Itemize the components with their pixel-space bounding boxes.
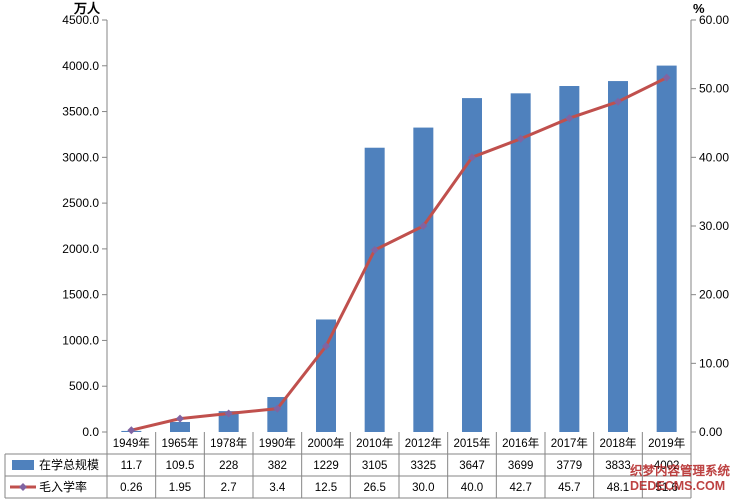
x-tick-label: 1949年 xyxy=(113,436,150,450)
table-cell-bar: 3647 xyxy=(459,460,485,472)
series-line xyxy=(130,76,668,432)
bar xyxy=(656,65,677,432)
bar xyxy=(364,147,385,432)
line-point xyxy=(565,114,574,123)
axes: 0.0 500.0 1000.0 1500.0 2000.0 2500.0 3000.0 35… xyxy=(62,1,729,439)
y-tick-label-right: 10.00 xyxy=(699,356,729,370)
y-tick-label-left: 1500.0 xyxy=(62,288,99,302)
table-cell-line: 3.4 xyxy=(269,482,286,494)
bar xyxy=(218,411,239,432)
y-tick-label-left: 3500.0 xyxy=(62,105,99,119)
line-point xyxy=(419,222,428,230)
x-tick-label: 1978年 xyxy=(210,436,247,450)
y-tick-label-right: 50.00 xyxy=(699,82,729,96)
data-table: 1949年 1965年 1978年 1990年 2000年 2010年 2012年 2015年… xyxy=(4,432,692,499)
x-tick-label: 2016年 xyxy=(502,436,539,450)
bar xyxy=(608,81,628,432)
legend-label-bar: 在学总规模 xyxy=(39,457,99,472)
y-tick-label-right: 0.00 xyxy=(699,425,723,439)
y-tick-label-left: 2000.0 xyxy=(62,242,99,256)
table-cell-line: 42.7 xyxy=(509,482,531,494)
x-tick-label: 2017年 xyxy=(551,436,588,450)
table-cell-line: 26.5 xyxy=(363,482,385,494)
table-cell-bar: 3699 xyxy=(508,460,534,472)
y-tick-label-right: 60.00 xyxy=(699,13,729,27)
y-tick-label-right: 20.00 xyxy=(699,288,729,302)
table-cell-bar: 109.5 xyxy=(166,460,195,472)
legend-marker-line xyxy=(19,483,27,491)
y-tick-label-right: 30.00 xyxy=(699,219,729,233)
y-tick-label-right: 40.00 xyxy=(699,150,729,164)
table-cell-line: 0.26 xyxy=(120,482,142,494)
y-tick-label-left: 0.0 xyxy=(82,425,99,439)
table-cell-line: 40.0 xyxy=(461,482,483,494)
bar xyxy=(316,319,336,432)
y-tick-label-left: 500.0 xyxy=(69,379,99,393)
x-tick-label: 2010年 xyxy=(356,436,393,450)
bar xyxy=(267,397,288,432)
bar xyxy=(462,98,482,432)
line-point xyxy=(516,134,525,143)
table-cell-line: 2.7 xyxy=(221,482,237,494)
table-cell-bar: 1229 xyxy=(313,460,339,472)
table-cell-line: 48.1 xyxy=(607,482,629,494)
y-axis-right-unit: % xyxy=(693,1,705,16)
line-point xyxy=(468,153,476,162)
x-tick-label: 1965年 xyxy=(161,436,198,450)
legend-swatch-bar xyxy=(12,460,34,470)
y-tick-label-left: 1000.0 xyxy=(62,333,99,347)
table-cell-bar: 228 xyxy=(219,460,238,472)
line-point xyxy=(176,414,184,423)
table-cell-bar: 11.7 xyxy=(121,460,143,472)
bar xyxy=(559,86,580,432)
x-tick-label: 2018年 xyxy=(599,436,636,450)
watermark-text: 织梦内容管理系统 xyxy=(630,463,731,478)
x-tick-label: 2015年 xyxy=(453,436,490,450)
table-cell-line: 51.6 xyxy=(655,482,677,494)
table-cell-line: 1.95 xyxy=(169,482,191,494)
y-tick-label-left: 4000.0 xyxy=(62,59,99,73)
bar xyxy=(170,421,190,432)
table-cell-line: 12.5 xyxy=(315,482,337,494)
y-tick-label-left: 3000.0 xyxy=(62,150,99,164)
x-tick-label: 2000年 xyxy=(307,436,344,450)
table-cell-bar: 382 xyxy=(268,460,287,472)
x-tick-label: 2012年 xyxy=(405,436,442,450)
table-cell-bar: 3833 xyxy=(605,460,631,472)
x-tick-label: 1990年 xyxy=(259,436,296,450)
watermark-text: DEDECMS.COM xyxy=(630,479,725,493)
table-cell-line: 45.7 xyxy=(558,482,580,494)
table-cell-line: 30.0 xyxy=(412,482,434,494)
line-point xyxy=(127,426,136,435)
bar-series xyxy=(121,65,677,433)
line-point xyxy=(662,73,671,82)
table-cell-bar: 3779 xyxy=(557,460,583,472)
line-point xyxy=(273,404,282,413)
legend-label-line: 毛入学率 xyxy=(39,479,87,494)
line-point xyxy=(614,97,622,106)
table-cell-bar: 3105 xyxy=(362,460,388,472)
table-cell-bar: 4002 xyxy=(654,460,680,472)
line-point xyxy=(224,409,233,418)
line-series xyxy=(127,73,671,435)
y-axis-left-unit: 万人 xyxy=(73,1,101,16)
line-point xyxy=(322,342,330,351)
y-tick-label-left: 4500.0 xyxy=(62,13,99,27)
line-point xyxy=(370,246,379,255)
table-cell-bar: 3325 xyxy=(411,460,437,472)
bar xyxy=(413,127,434,433)
x-tick-label: 2019年 xyxy=(648,436,685,450)
y-tick-label-left: 2500.0 xyxy=(62,196,99,210)
bar xyxy=(510,93,531,432)
